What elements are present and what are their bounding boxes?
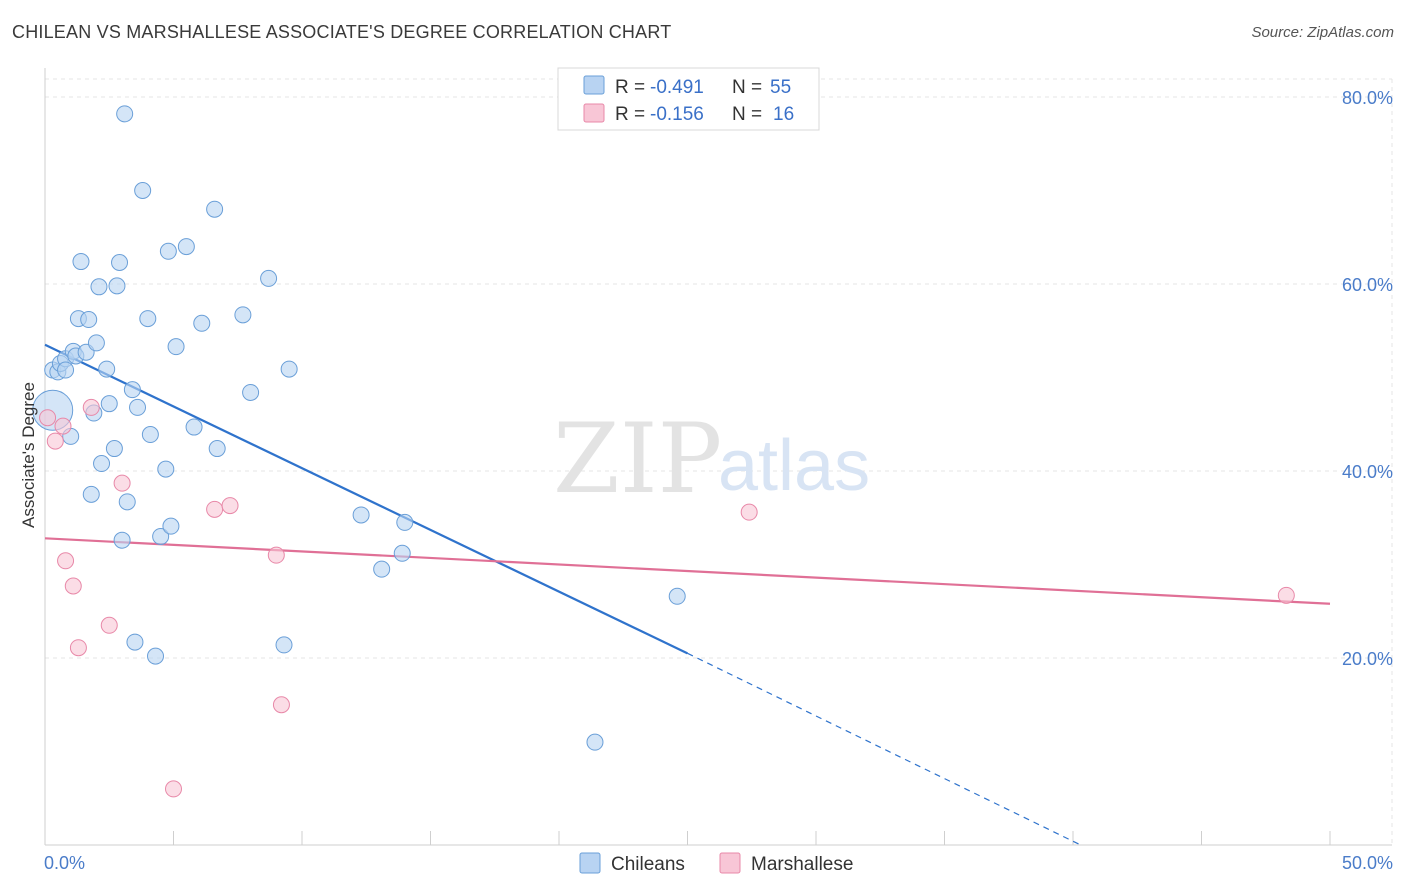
point-chileans-13: [82, 485, 100, 503]
watermark-atlas: atlas: [718, 426, 870, 506]
legend-n-label-1: N =: [732, 77, 762, 98]
y-axis-label: Associate's Degree: [19, 382, 38, 528]
trend-line-marshallese: [44, 537, 1331, 605]
point-chileans-36: [162, 517, 180, 535]
bottom-legend-label-chileans: Chileans: [611, 854, 685, 875]
point-chileans-32: [147, 647, 165, 665]
point-marshallese-0: [39, 409, 57, 427]
point-marshallese-5: [69, 639, 87, 657]
point-chileans-48: [352, 506, 370, 524]
point-marshallese-7: [100, 616, 118, 634]
point-marshallese-14: [740, 503, 758, 521]
point-chileans-49: [373, 560, 391, 578]
bottom-legend-label-marshallese: Marshallese: [751, 854, 853, 875]
point-chileans-23: [113, 531, 131, 549]
point-marshallese-2: [54, 417, 72, 435]
point-marshallese-8: [113, 474, 131, 492]
point-chileans-18: [98, 360, 116, 378]
point-marshallese-1: [46, 432, 64, 450]
point-chileans-30: [139, 310, 157, 328]
point-marshallese-4: [64, 577, 82, 595]
point-marshallese-12: [272, 696, 290, 714]
legend-n-label-2: N =: [732, 104, 762, 125]
point-chileans-52: [586, 733, 604, 751]
point-chileans-41: [206, 200, 224, 218]
axes: [44, 68, 1392, 846]
point-chileans-20: [105, 440, 123, 458]
point-chileans-35: [159, 242, 177, 260]
trend-lines: [44, 343, 1331, 846]
point-chileans-39: [185, 418, 203, 436]
chart-title: CHILEAN VS MARSHALLESE ASSOCIATE'S DEGRE…: [12, 22, 672, 42]
point-marshallese-11: [267, 546, 285, 564]
x-tick-label-0: 0.0%: [44, 853, 85, 873]
legend-n-value-1: 55: [770, 77, 791, 98]
point-chileans-15: [87, 334, 105, 352]
y-tick-label-1: 40.0%: [1342, 462, 1393, 482]
chart-source: Source: ZipAtlas.com: [1251, 24, 1394, 41]
y-tick-label-2: 60.0%: [1342, 275, 1393, 295]
point-marshallese-10: [221, 497, 239, 515]
point-marshallese-6: [82, 398, 100, 416]
point-chileans-16: [90, 278, 108, 296]
point-chileans-34: [157, 460, 175, 478]
point-chileans-38: [177, 238, 195, 256]
point-chileans-22: [111, 253, 129, 271]
legend-r-value-1: -0.491: [650, 77, 704, 98]
point-chileans-51: [396, 513, 414, 531]
point-chileans-42: [208, 440, 226, 458]
point-chileans-43: [234, 306, 252, 324]
legend-r-value-2: -0.156: [650, 104, 704, 125]
legend-r-label-1: R =: [615, 77, 645, 98]
point-marshallese-3: [57, 552, 75, 570]
point-chileans-29: [134, 182, 152, 199]
point-chileans-5: [57, 361, 75, 379]
tick-labels: 20.0% 40.0% 60.0% 80.0% 0.0% 50.0%: [44, 88, 1393, 873]
point-chileans-10: [72, 253, 90, 271]
point-marshallese-13: [165, 780, 182, 798]
legend: R = -0.491 N = 55 R = -0.156 N = 16: [557, 67, 820, 131]
point-chileans-50: [393, 544, 411, 562]
legend-swatch-chileans: [583, 75, 605, 95]
point-chileans-28: [129, 398, 147, 416]
point-chileans-53: [668, 587, 686, 605]
point-chileans-44: [242, 383, 260, 401]
point-chileans-27: [126, 633, 144, 651]
bottom-legend-swatch-marshallese: [719, 852, 741, 874]
point-chileans-47: [280, 360, 298, 378]
trend-line-chileans: [44, 343, 688, 655]
bottom-legend: Chileans Marshallese: [579, 852, 853, 875]
point-chileans-12: [80, 311, 98, 329]
y-tick-label-0: 20.0%: [1342, 649, 1393, 669]
point-chileans-33: [152, 527, 170, 545]
watermark: ZIP atlas: [553, 403, 870, 515]
point-chileans-19: [100, 395, 118, 413]
point-chileans-26: [123, 381, 141, 399]
point-chileans-31: [141, 426, 159, 444]
watermark-zip: ZIP: [553, 403, 722, 515]
point-chileans-17: [93, 455, 111, 473]
y-tick-label-3: 80.0%: [1342, 88, 1393, 108]
legend-r-label-2: R =: [615, 104, 645, 125]
point-marshallese-15: [1277, 586, 1295, 604]
point-chileans-46: [275, 636, 293, 654]
point-chileans-25: [118, 493, 136, 511]
bottom-legend-swatch-chileans: [579, 852, 601, 874]
point-chileans-45: [260, 269, 278, 287]
point-chileans-40: [193, 314, 211, 332]
x-tick-label-1: 50.0%: [1342, 853, 1393, 873]
point-chileans-37: [167, 338, 185, 356]
legend-swatch-marshallese: [583, 103, 605, 123]
point-chileans-21: [108, 277, 126, 295]
point-chileans-24: [116, 105, 134, 123]
trend-line-chileans-extended: [687, 652, 1081, 846]
data-points: [32, 105, 1295, 798]
legend-n-value-2: 16: [773, 104, 794, 125]
point-marshallese-9: [206, 500, 224, 518]
